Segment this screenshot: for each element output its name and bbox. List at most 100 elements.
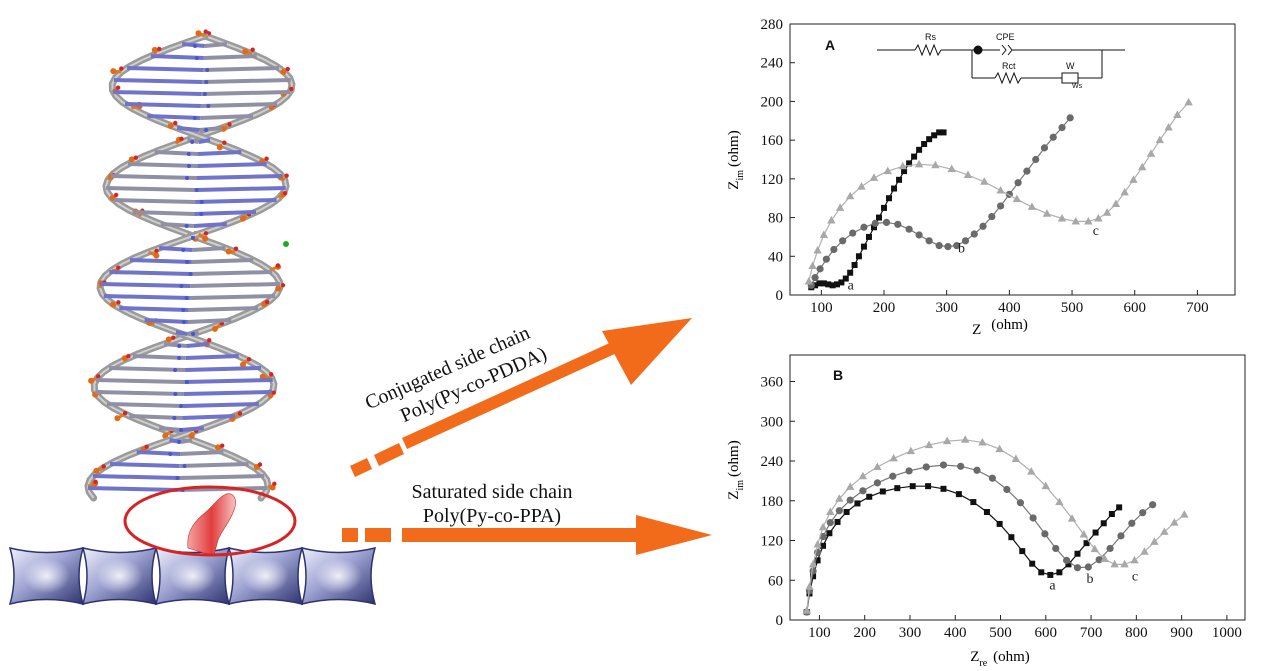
svg-text:Zim(ohm): Zim(ohm)	[726, 130, 746, 189]
series-c-point	[1027, 467, 1035, 475]
chart-b-ylabel: Zim(ohm)	[726, 440, 746, 499]
chart-a-ylabel: Zim(ohm)	[726, 130, 746, 189]
series-b-point	[1015, 179, 1022, 186]
y-tick-label: 0	[776, 288, 784, 304]
series-a-point	[941, 129, 947, 135]
base-pair-rung	[127, 68, 203, 70]
series-c-point	[870, 173, 878, 181]
nitrogen-atom	[177, 344, 181, 348]
oxygen-atom	[116, 266, 120, 270]
base-pair-rung	[159, 428, 181, 430]
nitrogen-atom	[177, 440, 181, 444]
base-pair-rung	[202, 80, 290, 82]
phosphate-group	[110, 68, 116, 74]
substrate-block	[10, 548, 83, 604]
series-b-point	[816, 265, 823, 272]
base-pair-rung	[110, 464, 179, 466]
series-a-point	[847, 270, 853, 276]
series-c-point	[846, 192, 854, 200]
series-a-point	[886, 195, 892, 201]
base-pair-rung	[133, 212, 195, 214]
series-b-point	[874, 479, 881, 486]
nitrogen-atom	[195, 188, 199, 192]
chart-a-xlabel-unit: (ohm)	[991, 317, 1028, 333]
base-pair-rung	[181, 440, 192, 442]
chart-a-ylabel-main: Z	[726, 181, 742, 190]
series-c-point	[859, 472, 867, 480]
series-b-point	[849, 229, 856, 236]
x-tick-label: 900	[1170, 625, 1193, 641]
series-b-point	[916, 231, 923, 238]
series-a-point	[896, 177, 902, 183]
base-pair-rung	[200, 116, 253, 118]
oxygen-atom	[272, 482, 276, 486]
series-b-point	[940, 461, 947, 468]
series-b-point	[971, 230, 978, 237]
phosphate-group	[215, 444, 221, 450]
series-a-point	[852, 262, 858, 268]
base-pair-rung	[111, 176, 197, 178]
series-c-point	[1147, 149, 1155, 157]
lower-arrow-head	[636, 515, 712, 555]
base-pair-rung	[114, 200, 195, 202]
series-a-point	[1019, 548, 1025, 554]
series-b-point	[823, 256, 830, 263]
series-b-point	[905, 467, 912, 474]
nitrogen-atom	[185, 224, 189, 228]
series-b-point	[1067, 114, 1074, 121]
oxygen-atom	[283, 191, 287, 195]
phosphate-group	[242, 48, 248, 54]
polymer-substrate-blocks	[10, 548, 375, 604]
nitrogen-atom	[187, 164, 191, 168]
oxygen-atom	[126, 354, 130, 358]
x-tick-label: 500	[1061, 300, 1084, 316]
series-c-point	[1012, 455, 1020, 463]
series-a-point	[911, 154, 917, 160]
series-c-point	[808, 261, 816, 269]
series-c-line	[807, 440, 1185, 611]
phosphate-group	[93, 468, 99, 474]
series-b-point	[1052, 545, 1059, 552]
series-a-point	[880, 488, 886, 494]
base-pair-rung	[192, 260, 254, 262]
phosphate-group	[189, 433, 195, 439]
series-a-point	[844, 509, 850, 515]
nitrogen-atom	[185, 260, 189, 264]
x-tick-label: 200	[873, 300, 896, 316]
base-pair-rung	[159, 248, 192, 250]
series-a-point	[835, 519, 841, 525]
nitrogen-atom	[190, 140, 194, 144]
base-pair-rung	[191, 272, 272, 274]
curve-label-b: b	[958, 242, 965, 257]
nitrogen-atom	[173, 392, 177, 396]
oxygen-atom	[96, 374, 100, 378]
series-a-point	[1029, 561, 1035, 567]
series-b-point	[889, 473, 896, 480]
series-a-point	[1056, 569, 1062, 575]
base-pair-rung	[177, 128, 199, 130]
x-tick-label: 700	[1080, 625, 1103, 641]
phosphate-group	[110, 302, 116, 308]
substrate-block	[83, 548, 156, 604]
series-b-point	[957, 463, 964, 470]
circuit-label-cpe: CPE	[996, 32, 1015, 42]
phosphate-group	[217, 144, 223, 150]
series-a-point	[1101, 520, 1107, 526]
series-b-point	[905, 226, 912, 233]
oxygen-atom	[207, 338, 211, 342]
nitrogen-atom	[173, 368, 177, 372]
series-a-point	[1038, 569, 1044, 575]
phosphate-group	[153, 253, 159, 259]
base-pair-rung	[196, 188, 286, 190]
base-pair-rung	[106, 188, 196, 190]
series-b-line	[807, 465, 1153, 612]
series-b-point	[830, 246, 837, 253]
oxygen-atom	[171, 335, 175, 339]
x-tick-label: 600	[1123, 300, 1146, 316]
series-a-point	[826, 530, 832, 536]
base-pair-rung	[100, 284, 190, 286]
series-b-point	[1041, 530, 1048, 537]
series-a-point	[891, 186, 897, 192]
